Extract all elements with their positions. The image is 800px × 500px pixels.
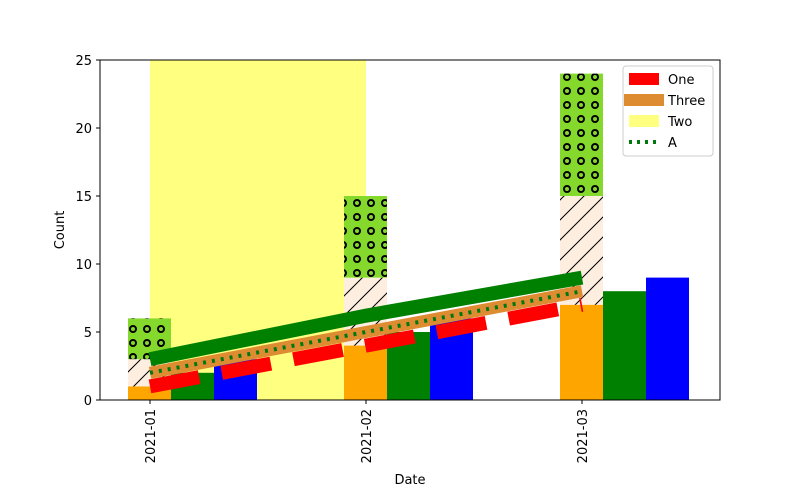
legend-label: Three bbox=[667, 94, 705, 109]
legend-swatch bbox=[629, 73, 659, 85]
x-axis-label: Date bbox=[394, 473, 425, 488]
y-tick-label: 5 bbox=[84, 326, 92, 341]
stacked-bar bbox=[344, 345, 387, 400]
y-tick-label: 0 bbox=[84, 394, 92, 409]
legend: One Three Two A bbox=[622, 65, 714, 157]
grouped-bar bbox=[646, 277, 689, 400]
stacked-bar bbox=[560, 304, 603, 400]
y-tick-label: 20 bbox=[75, 122, 92, 137]
x-tick-label: 2021-02 bbox=[360, 409, 375, 463]
x-tick-label: 2021-01 bbox=[144, 409, 159, 463]
legend-label: Two bbox=[667, 115, 692, 130]
x-tick-label: 2021-03 bbox=[576, 409, 591, 463]
stacked-bar bbox=[560, 73, 603, 196]
y-tick-label: 15 bbox=[75, 190, 92, 205]
y-tick-label: 10 bbox=[75, 258, 92, 273]
grouped-bar bbox=[603, 291, 646, 400]
x-axis: 2021-01 2021-02 2021-03 bbox=[144, 400, 591, 463]
legend-box bbox=[622, 65, 714, 157]
legend-label: A bbox=[668, 136, 677, 151]
line-series bbox=[148, 297, 584, 394]
legend-label: One bbox=[668, 73, 694, 88]
stacked-bar bbox=[344, 196, 387, 278]
plot-frame bbox=[99, 59, 721, 401]
y-axis-label: Count bbox=[53, 211, 68, 250]
line-series bbox=[148, 270, 584, 367]
y-tick-label: 25 bbox=[75, 54, 92, 69]
y-axis: 0 5 10 15 20 25 bbox=[75, 54, 100, 409]
line-series bbox=[149, 289, 583, 375]
legend-swatch bbox=[629, 115, 659, 127]
lines-layer bbox=[148, 270, 584, 394]
